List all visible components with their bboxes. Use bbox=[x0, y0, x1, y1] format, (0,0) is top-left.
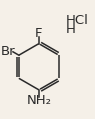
Text: Br: Br bbox=[1, 45, 15, 58]
Text: NH₂: NH₂ bbox=[27, 94, 52, 107]
Text: F: F bbox=[35, 27, 43, 40]
Text: HCl: HCl bbox=[65, 14, 88, 27]
Text: H: H bbox=[66, 23, 76, 36]
